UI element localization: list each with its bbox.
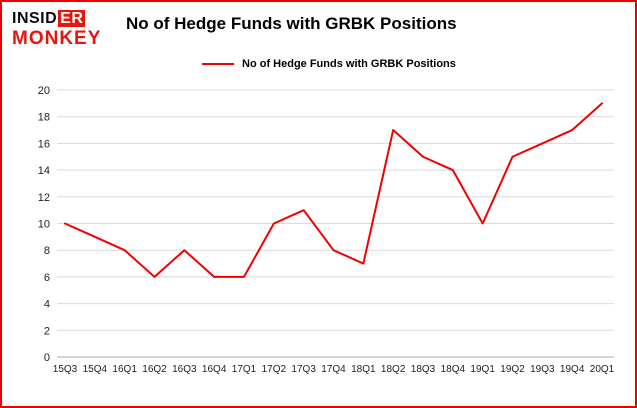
- x-tick-label: 18Q2: [381, 364, 406, 375]
- x-axis-tick-labels: 15Q3 15Q4 16Q1 16Q2 16Q3 16Q4 17Q1 17Q2 17Q3 17Q4…: [53, 364, 615, 375]
- gridlines: [57, 89, 614, 358]
- logo-insider-red-block: ER: [58, 10, 86, 27]
- x-tick-label: 15Q4: [83, 364, 108, 375]
- y-tick-label: 12: [38, 192, 50, 204]
- y-tick-label: 16: [38, 138, 50, 150]
- chart-title: No of Hedge Funds with GRBK Positions: [126, 14, 457, 33]
- y-tick-label: 18: [38, 112, 50, 124]
- x-tick-label: 16Q4: [202, 364, 227, 375]
- legend-line-swatch: [202, 63, 234, 65]
- x-tick-label: 16Q1: [112, 364, 137, 375]
- x-tick-label: 17Q1: [232, 364, 257, 375]
- x-tick-label: 19Q3: [530, 364, 555, 375]
- y-tick-label: 10: [38, 219, 50, 231]
- x-tick-label: 19Q1: [470, 364, 495, 375]
- y-tick-label: 2: [44, 325, 50, 337]
- x-tick-label: 18Q4: [441, 364, 466, 375]
- x-tick-label: 19Q4: [560, 364, 585, 375]
- x-tick-label: 18Q1: [351, 364, 376, 375]
- x-tick-label: 16Q3: [172, 364, 197, 375]
- x-tick-label: 20Q1: [590, 364, 615, 375]
- x-tick-label: 19Q2: [500, 364, 525, 375]
- x-tick-label: 17Q2: [262, 364, 287, 375]
- y-tick-label: 8: [44, 245, 50, 257]
- x-tick-label: 18Q3: [411, 364, 436, 375]
- logo-monkey: MONKEY: [12, 27, 102, 49]
- y-tick-label: 20: [38, 85, 50, 97]
- y-tick-label: 0: [44, 352, 50, 364]
- y-tick-label: 4: [44, 299, 50, 311]
- legend: No of Hedge Funds with GRBK Positions: [202, 58, 456, 70]
- y-axis-tick-labels: 0 2 4 6 8 10 12 14 16 18 20: [38, 85, 50, 364]
- y-tick-label: 14: [38, 165, 50, 177]
- insider-monkey-logo: INSID ER MONKEY: [12, 10, 102, 49]
- series-line-hedge-funds: [64, 102, 603, 278]
- x-tick-label: 15Q3: [53, 364, 78, 375]
- x-tick-label: 17Q3: [291, 364, 316, 375]
- logo-insider: INSID ER: [12, 10, 101, 28]
- logo-insider-black: INSID: [12, 10, 58, 27]
- x-tick-label: 17Q4: [321, 364, 346, 375]
- y-tick-label: 6: [44, 272, 50, 284]
- legend-label: No of Hedge Funds with GRBK Positions: [242, 58, 456, 70]
- x-tick-label: 16Q2: [142, 364, 167, 375]
